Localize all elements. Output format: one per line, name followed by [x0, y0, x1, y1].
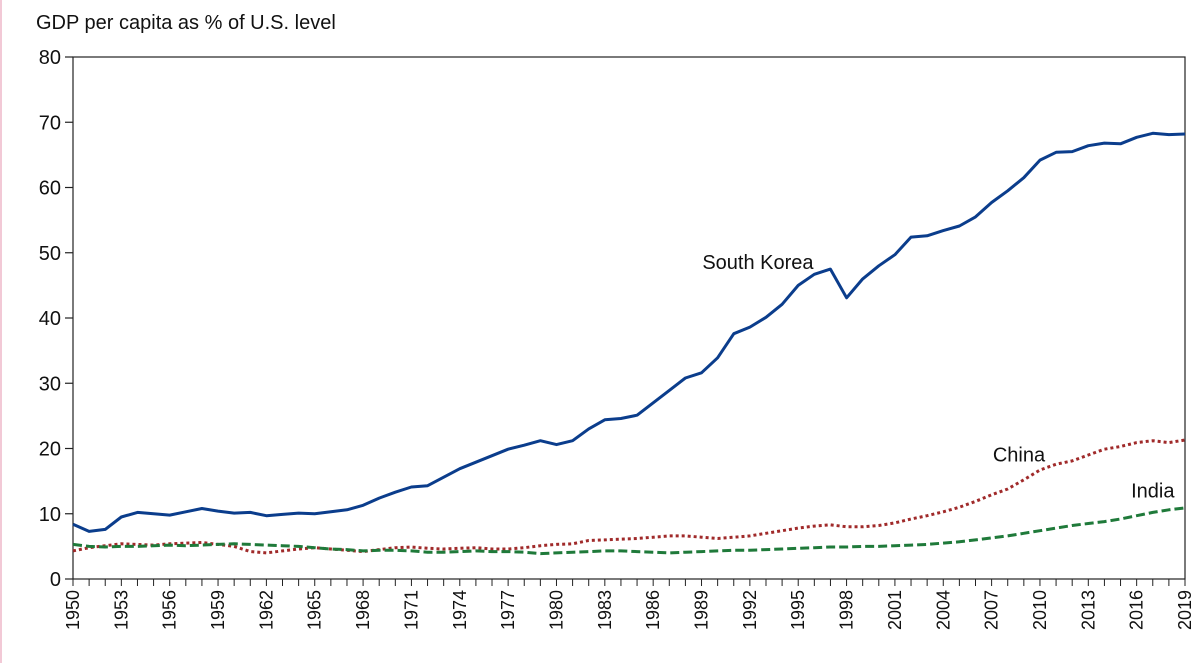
x-tick-label: 1980: [546, 590, 566, 630]
x-tick-label: 1965: [305, 590, 325, 630]
x-tick-label: 2010: [1030, 590, 1050, 630]
y-tick-label: 50: [39, 243, 61, 265]
x-tick-label: 2019: [1175, 590, 1195, 630]
x-tick-label: 1962: [256, 590, 276, 630]
x-tick-label: 2013: [1078, 590, 1098, 630]
x-tick-label: 2016: [1127, 590, 1147, 630]
chart-title: GDP per capita as % of U.S. level: [36, 12, 336, 34]
x-tick-label: 1968: [353, 590, 373, 630]
x-tick-label: 2001: [885, 590, 905, 630]
x-tick-label: 1998: [837, 590, 857, 630]
series-label-china: China: [993, 445, 1046, 467]
x-tick-label: 1956: [160, 590, 180, 630]
y-tick-label: 60: [39, 178, 61, 200]
x-tick-label: 1977: [498, 590, 518, 630]
x-tick-label: 1974: [450, 590, 470, 630]
y-tick-label: 0: [50, 569, 61, 591]
series-label-india: India: [1131, 480, 1175, 502]
x-tick-label: 1959: [208, 590, 228, 630]
x-tick-label: 1983: [595, 590, 615, 630]
series-line-china: [72, 438, 1186, 555]
x-tick-label: 2007: [982, 590, 1002, 630]
series-line-india: [72, 506, 1186, 556]
series-label-south-korea: South Korea: [702, 252, 814, 274]
y-tick-label: 20: [39, 439, 61, 461]
series-line-south-korea: [72, 131, 1186, 533]
x-tick-label: 1989: [692, 590, 712, 630]
x-tick-label: 2004: [933, 590, 953, 630]
y-tick-label: 40: [39, 308, 61, 330]
y-tick-label: 10: [39, 504, 61, 526]
y-tick-label: 80: [39, 47, 61, 69]
x-tick-label: 1986: [643, 590, 663, 630]
x-tick-label: 1995: [788, 590, 808, 630]
page-edge-rule: [0, 0, 2, 663]
x-tick-label: 1950: [63, 590, 83, 630]
x-tick-label: 1953: [111, 590, 131, 630]
y-tick-label: 30: [39, 373, 61, 395]
x-tick-label: 1992: [740, 590, 760, 630]
plot-frame: [72, 56, 1186, 580]
plot-area: 0 10 20 30 40 50 60 70 80 1950 1953 1956 1959 1962 196…: [39, 47, 1195, 630]
x-tick-label: 1971: [401, 590, 421, 630]
y-tick-label: 70: [39, 112, 61, 134]
